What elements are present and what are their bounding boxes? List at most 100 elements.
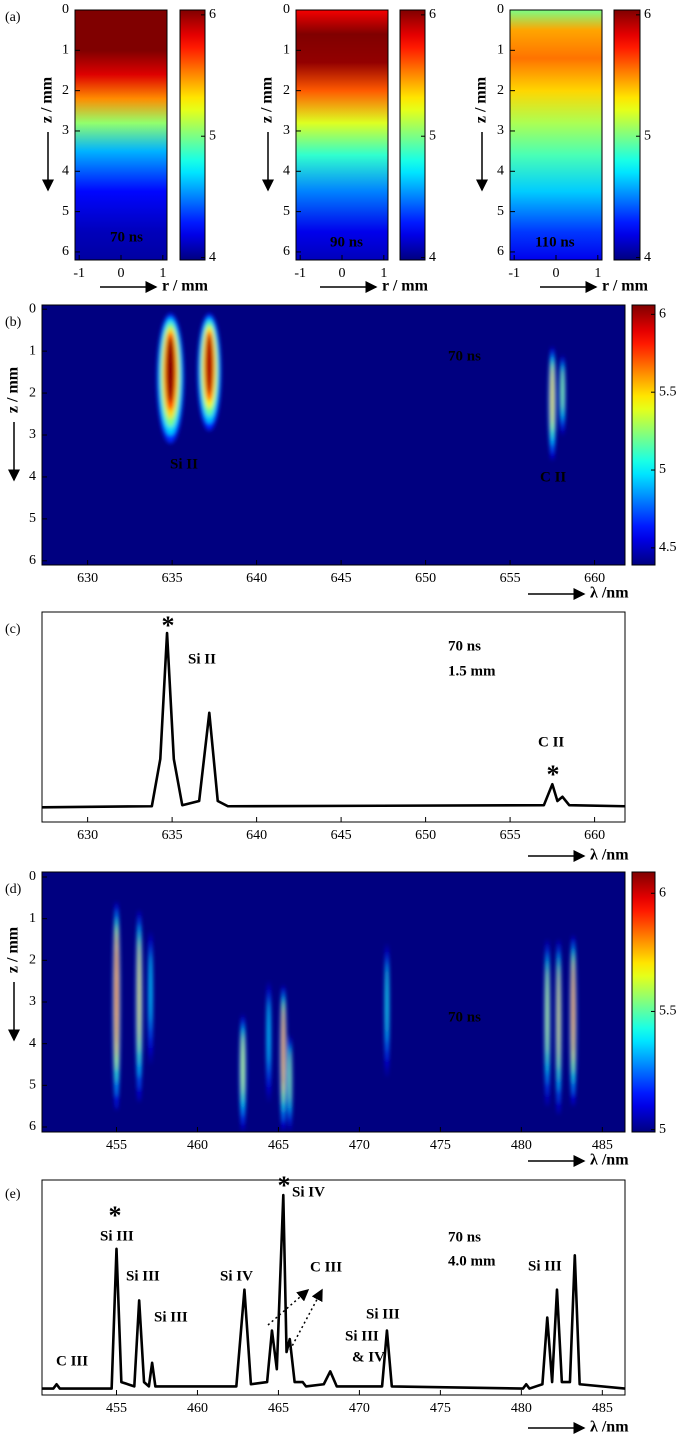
y-axis-label: z / mm [39,76,56,123]
heatmap-background [42,872,625,1132]
x-tick-label: 485 [592,1138,613,1153]
annotation: Si III [100,1228,134,1244]
colorbar [179,9,206,261]
heatmap [75,10,167,260]
annotation-arrow [289,1288,323,1351]
panel-label: (d) [5,882,22,897]
y-tick-label: 0 [283,2,290,17]
emission-lines [156,313,566,461]
x-tick-label: 635 [162,828,183,843]
x-tick-label: -1 [73,266,85,281]
panel-label: (b) [5,315,22,330]
colorbar-tick-label: 5 [644,128,651,143]
y-tick-label: 4 [29,469,36,484]
colorbar-tick-label: 6 [659,307,666,322]
colorbar-tick-label: 4.5 [659,540,677,555]
annotation: Si II [170,456,198,472]
y-tick-label: 5 [29,511,36,526]
panel-label: (a) [5,10,21,25]
annotation: 70 ns [110,229,143,245]
x-tick-label: -1 [294,266,306,281]
y-tick-label: 6 [283,244,290,259]
colorbar-tick-label: 5.5 [659,1004,677,1019]
x-tick-label: 455 [106,1138,127,1153]
emission-line [205,334,213,394]
x-tick-label: 650 [415,571,436,586]
y-tick-label: 3 [29,994,36,1009]
x-tick-label: 1 [159,266,166,281]
annotation: 1.5 mm [448,663,496,679]
panel-label: (e) [5,1187,21,1202]
x-axis-label: λ /nm [590,585,629,602]
peak-marker: * [109,1201,122,1230]
colorbar-tick-label: 6 [644,7,651,22]
annotation-arrow [267,1289,310,1326]
emission-line [138,945,141,1042]
y-tick-label: 3 [29,427,36,442]
y-tick-label: 1 [29,343,36,358]
x-tick-label: 635 [162,571,183,586]
colorbar [613,9,641,261]
annotation: Si IV [220,1268,253,1284]
annotation: Si II [188,651,216,667]
x-tick-label: 455 [106,1401,127,1416]
y-tick-label: 5 [497,204,504,219]
colorbar-tick-label: 6 [429,7,436,22]
x-tick-label: 640 [246,828,267,843]
x-tick-label: 460 [187,1138,208,1153]
colorbar-tick-label: 4 [429,250,436,265]
colorbar [631,304,656,566]
x-tick-label: 660 [584,828,605,843]
y-tick-label: 6 [497,244,504,259]
y-tick-label: 1 [283,43,290,58]
peak-marker: * [162,611,175,640]
x-tick-label: 0 [553,266,560,281]
x-axis-label: λ /nm [590,1419,629,1436]
colorbar [631,871,656,1133]
annotation: Si III [528,1258,562,1274]
x-tick-label: 0 [339,266,346,281]
x-tick-label: 640 [246,571,267,586]
y-tick-label: 5 [283,204,290,219]
x-tick-label: 655 [500,828,521,843]
annotation: C III [56,1353,88,1369]
annotation: C II [538,734,564,750]
emission-line [386,968,388,1035]
y-tick-label: 4 [62,164,69,179]
annotation: C II [540,469,566,485]
x-tick-label: 480 [511,1138,532,1153]
y-axis-label: z / mm [473,76,490,123]
emission-line [557,971,560,1060]
y-tick-label: 1 [497,43,504,58]
emission-blur [112,902,577,1132]
x-tick-label: 0 [118,266,125,281]
annotation: Si IV [292,1184,325,1200]
y-tick-label: 0 [497,2,504,17]
colorbar-tick-label: 4 [644,250,651,265]
x-axis-label: r / mm [162,278,209,295]
y-tick-label: 4 [29,1036,36,1051]
x-tick-label: 1 [380,266,387,281]
y-tick-label: 3 [497,123,504,138]
emission-line [551,367,554,425]
emission-line [572,966,575,1053]
annotation: Si III [126,1268,160,1284]
x-tick-label: 655 [500,571,521,586]
colorbar-tick-label: 6 [209,7,216,22]
peak-marker: * [547,760,560,789]
y-axis-label: z / mm [5,366,22,413]
peak-marker: * [278,1171,291,1200]
x-tick-label: 630 [77,571,98,586]
y-tick-label: 1 [62,43,69,58]
x-axis-label: λ /nm [590,1152,629,1169]
y-tick-label: 2 [283,83,290,98]
annotation: 110 ns [535,234,575,250]
annotation: 70 ns [448,348,481,364]
emission-line [149,955,152,1023]
x-tick-label: 645 [331,571,352,586]
panel-label: (c) [5,622,21,637]
emission-line [546,970,549,1054]
annotation: 90 ns [330,234,363,250]
heatmap [296,10,388,260]
